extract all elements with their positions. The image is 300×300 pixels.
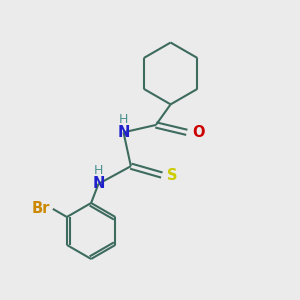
Text: O: O [192,125,205,140]
Text: S: S [167,167,178,182]
Text: H: H [119,113,128,126]
Text: N: N [92,176,105,191]
Text: H: H [94,164,103,177]
Text: N: N [117,125,130,140]
Text: Br: Br [32,201,50,216]
